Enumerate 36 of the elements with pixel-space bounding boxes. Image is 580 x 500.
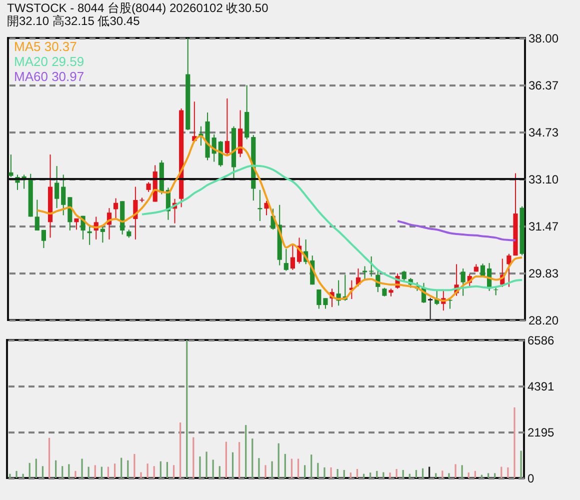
y-tick-label: 6586 — [528, 334, 555, 348]
line-series — [396, 220, 516, 242]
y-tick-label: 2195 — [528, 426, 555, 440]
candlestick — [460, 268, 466, 296]
candlestick — [323, 298, 328, 310]
y-tick-label: 34.73 — [528, 126, 559, 140]
candlestick — [264, 200, 269, 216]
candlestick — [402, 270, 406, 282]
candlestick — [506, 253, 512, 288]
candlestick — [34, 199, 40, 232]
y-tick-label: 0 — [528, 472, 534, 486]
y-tick-label: 31.47 — [528, 219, 559, 234]
candlestick — [316, 289, 322, 310]
y-tick-label: 36.37 — [528, 78, 559, 92]
y-tick-label: 28.20 — [528, 314, 559, 328]
candlestick — [290, 244, 296, 270]
chart-title: TWSTOCK - 8044 台股(8044) 20260102 收30.50 — [7, 1, 269, 15]
text: MA5 30.37 — [14, 39, 77, 54]
candlestick — [54, 166, 60, 209]
candlestick — [8, 154, 14, 178]
candlestick — [284, 248, 288, 272]
y-tick-label: 33.10 — [528, 172, 559, 186]
candlestick — [428, 297, 433, 320]
text: MA60 30.97 — [14, 69, 84, 84]
candlestick — [100, 225, 105, 244]
candlestick — [146, 182, 151, 192]
y-tick-label: 29.83 — [528, 266, 559, 281]
y-tick-label: 4391 — [528, 379, 555, 394]
candlestick — [41, 229, 46, 249]
candlestick — [61, 174, 66, 216]
y-tick-label: 38.00 — [528, 32, 559, 46]
text: MA20 29.59 — [14, 54, 84, 69]
candlestick — [224, 98, 230, 156]
candlestick — [480, 263, 486, 278]
chart-subtitle: 開32.10 高32.15 低30.45 — [7, 14, 140, 28]
candlestick — [113, 198, 118, 219]
